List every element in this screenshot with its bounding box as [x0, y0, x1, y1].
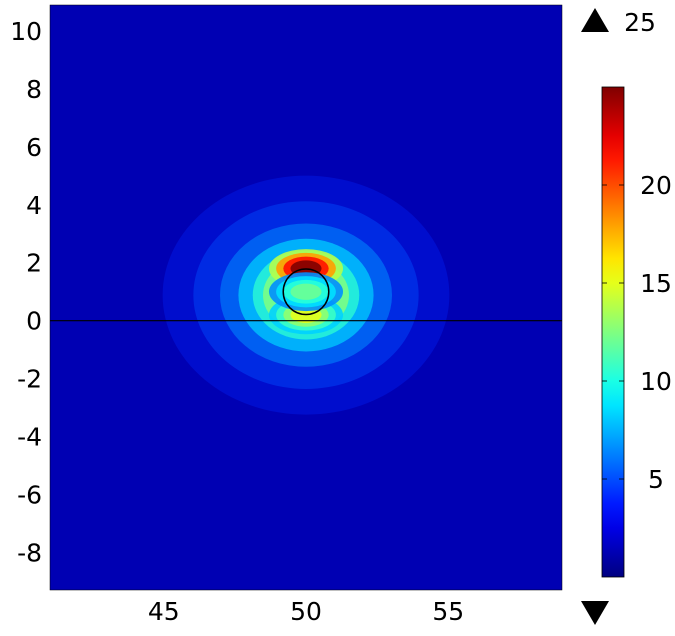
- y-tick-label: -4: [17, 423, 42, 452]
- field-pattern: [162, 175, 450, 415]
- colorbar-tick-label: 20: [640, 171, 672, 200]
- x-tick-label: 45: [148, 597, 180, 626]
- field-lobe-3: [290, 283, 322, 300]
- y-tick-label: 2: [26, 249, 42, 278]
- y-tick-label: 6: [26, 133, 42, 162]
- up-triangle-icon: [581, 8, 609, 32]
- y-tick-label: 4: [26, 191, 42, 220]
- colorbar-tick-label: 5: [648, 465, 664, 494]
- y-tick-label: 8: [26, 75, 42, 104]
- colorbar-max-label: 25: [624, 8, 656, 37]
- colorbar-tick-label: 15: [640, 269, 672, 298]
- y-tick-label: 10: [10, 17, 42, 46]
- x-axis: 45 50 55: [148, 597, 464, 626]
- plot-area: [49, 4, 563, 591]
- down-triangle-icon: [581, 601, 609, 625]
- colorbar-tick-label: 10: [640, 367, 672, 396]
- plot-frame: [49, 4, 563, 591]
- y-tick-label: 0: [26, 307, 42, 336]
- colorbar: 5 10 15 20 25: [581, 8, 672, 625]
- y-tick-label: -6: [17, 480, 42, 509]
- y-axis: 10 8 6 4 2 0 -2 -4 -6 -8: [10, 17, 42, 567]
- x-tick-label: 55: [432, 597, 464, 626]
- y-tick-label: -8: [17, 538, 42, 567]
- y-tick-label: -2: [17, 365, 42, 394]
- particle-outline: [282, 268, 330, 316]
- x-tick-label: 50: [290, 597, 322, 626]
- colorbar-scale: [601, 86, 625, 578]
